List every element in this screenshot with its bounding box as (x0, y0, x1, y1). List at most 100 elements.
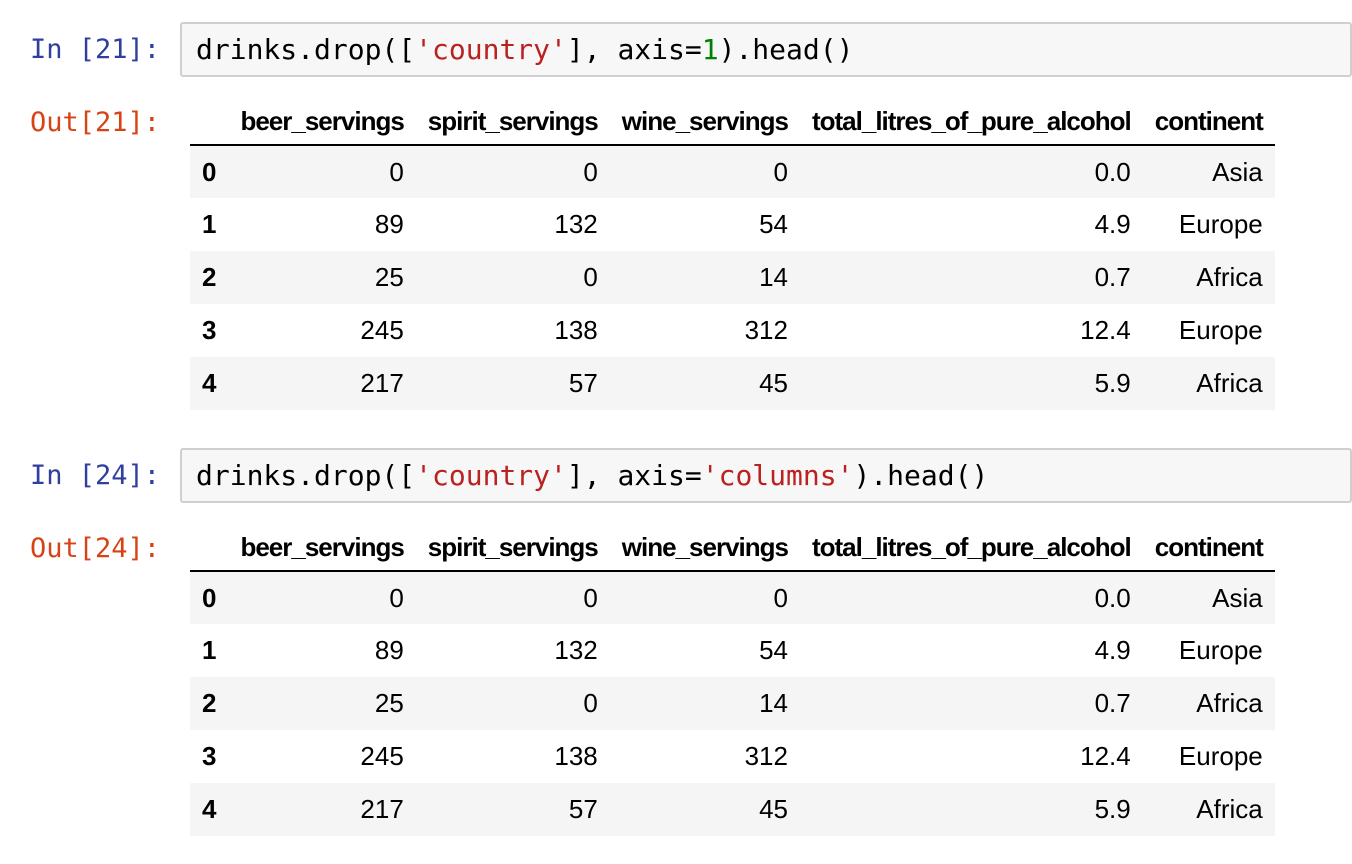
column-header: continent (1142, 99, 1275, 146)
cell-value: 57 (568, 794, 598, 824)
column-header: total_litres_of_pure_alcohol (799, 99, 1143, 146)
index-header (190, 525, 229, 572)
cell-value: 45 (759, 368, 788, 398)
cell-value: 57 (568, 368, 598, 398)
cell-value: 0 (583, 262, 598, 292)
cell-value: 25 (374, 262, 404, 292)
notebook-cell-1: In [21]: drinks.drop(['country'], axis=1… (0, 22, 1352, 410)
cell-value: 245 (360, 315, 404, 345)
column-header: continent (1142, 525, 1275, 572)
cell-value: 217 (360, 368, 404, 398)
cell-value: 132 (554, 635, 598, 665)
cell-value: 312 (744, 741, 788, 771)
cell-value: Africa (1196, 368, 1263, 398)
row-index: 2 (202, 688, 217, 718)
cell-value: 0 (773, 156, 788, 187)
code-token-number: 1 (701, 33, 719, 66)
row-index: 2 (202, 262, 217, 292)
code-token-string: 'country' (415, 459, 567, 492)
cell-value: 0.0 (1094, 156, 1131, 187)
code-token: drinks.drop([ (196, 33, 416, 66)
header-row: beer_servings spirit_servings wine_serving… (190, 525, 1275, 572)
code-token: ).head() (853, 459, 989, 492)
cell-value: Europe (1178, 209, 1263, 239)
code-input[interactable]: drinks.drop(['country'], axis='columns')… (180, 448, 1352, 503)
cell-value: 45 (759, 794, 788, 824)
input-prompt: In [24]: (29, 460, 160, 491)
code-token-string: 'country' (415, 33, 567, 66)
row-index: 4 (202, 368, 217, 398)
dataframe-table: beer_servings spirit_servings wine_serving… (190, 99, 1275, 410)
cell-value: Europe (1178, 635, 1263, 665)
cell-value: 0 (583, 688, 598, 718)
cell-value: Europe (1178, 741, 1263, 771)
column-header: wine_servings (609, 525, 800, 572)
cell-value: Asia (1212, 156, 1263, 187)
cell-value: 14 (759, 688, 788, 718)
cell-value: Asia (1212, 582, 1263, 613)
cell-value: 217 (360, 794, 404, 824)
cell-value: Europe (1178, 315, 1263, 345)
input-area-2: In [24]: drinks.drop(['country'], axis='… (0, 448, 1352, 503)
input-area-1: In [21]: drinks.drop(['country'], axis=1… (0, 22, 1352, 77)
table-row: 1 89 132 54 4.9 Europe (190, 198, 1275, 251)
cell-value: Africa (1196, 688, 1263, 718)
code-token: ], axis= (566, 33, 702, 66)
column-header: spirit_servings (415, 525, 610, 572)
dataframe-table: beer_servings spirit_servings wine_serving… (190, 525, 1275, 836)
cell-value: 0 (583, 582, 598, 613)
cell-value: 5.9 (1094, 368, 1131, 398)
row-index: 0 (202, 156, 217, 187)
table-row: 3 245 138 312 12.4 Europe (190, 304, 1275, 357)
cell-value: 12.4 (1080, 741, 1131, 771)
table-row: 1 89 132 54 4.9 Europe (190, 624, 1275, 677)
code-token-string: 'columns' (701, 459, 854, 492)
cell-value: 54 (759, 635, 788, 665)
dataframe-output: beer_servings spirit_servings wine_serving… (190, 99, 1275, 410)
code-token: ).head() (718, 33, 854, 66)
cell-value: 54 (759, 209, 788, 239)
output-area-2: Out[24]: beer_servings spirit_servings win… (0, 525, 1352, 836)
cell-value: 25 (374, 688, 404, 718)
code-input[interactable]: drinks.drop(['country'], axis=1).head() (180, 22, 1352, 77)
column-header: beer_servings (228, 99, 416, 146)
cell-value: 4.9 (1094, 635, 1131, 665)
cell-value: 132 (554, 209, 598, 239)
notebook-cell-2: In [24]: drinks.drop(['country'], axis='… (0, 448, 1352, 836)
code-token: drinks.drop([ (196, 459, 416, 492)
output-prompt: Out[21]: (29, 107, 160, 138)
cell-value: 89 (374, 209, 404, 239)
cell-value: 138 (554, 741, 598, 771)
row-index: 3 (202, 315, 217, 345)
cell-value: 0.7 (1094, 688, 1131, 718)
code-token: ], axis= (566, 459, 702, 492)
cell-value: 0 (389, 156, 404, 187)
input-prompt: In [21]: (29, 34, 160, 65)
cell-value: 4.9 (1094, 209, 1131, 239)
row-index: 0 (202, 582, 217, 613)
cell-value: 312 (744, 315, 788, 345)
cell-value: 12.4 (1080, 315, 1131, 345)
cell-value: 138 (554, 315, 598, 345)
cell-value: 0.7 (1094, 262, 1131, 292)
cell-value: 0.0 (1094, 582, 1131, 613)
table-row: 2 25 0 14 0.7 Africa (190, 251, 1275, 304)
column-header: spirit_servings (415, 99, 610, 146)
cell-value: 89 (374, 635, 404, 665)
table-row: 4 217 57 45 5.9 Africa (190, 357, 1275, 410)
column-header: beer_servings (228, 525, 416, 572)
row-index: 1 (202, 209, 217, 239)
cell-value: 0 (389, 582, 404, 613)
column-header: total_litres_of_pure_alcohol (799, 525, 1143, 572)
index-header (190, 99, 229, 146)
row-index: 4 (202, 794, 217, 824)
row-index: 1 (202, 635, 217, 665)
dataframe-output: beer_servings spirit_servings wine_serving… (190, 525, 1275, 836)
header-row: beer_servings spirit_servings wine_serving… (190, 99, 1275, 146)
cell-value: Africa (1196, 794, 1263, 824)
table-row: 3 245 138 312 12.4 Europe (190, 730, 1275, 783)
column-header: wine_servings (609, 99, 800, 146)
cell-value: 5.9 (1094, 794, 1131, 824)
table-row: 4 217 57 45 5.9 Africa (190, 783, 1275, 836)
output-area-1: Out[21]: beer_servings spirit_servings win… (0, 99, 1352, 410)
